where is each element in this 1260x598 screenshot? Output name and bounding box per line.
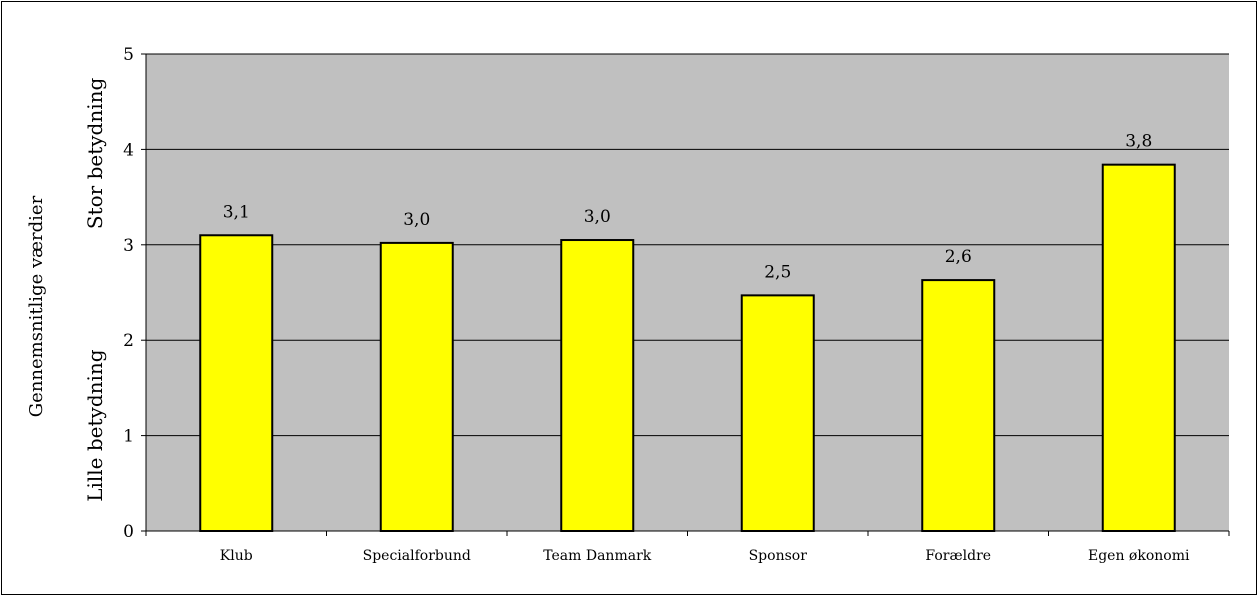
x-tick-label: Team Danmark bbox=[543, 548, 652, 564]
data-label: 3,8 bbox=[1125, 132, 1152, 152]
bar bbox=[921, 279, 996, 532]
y-tick-label: 4 bbox=[123, 140, 134, 160]
y-tick-label: 5 bbox=[123, 45, 134, 65]
bars bbox=[199, 163, 1176, 532]
y-axis-label: Gennemsnitlige værdier bbox=[26, 195, 47, 417]
data-label: 2,5 bbox=[764, 262, 791, 282]
data-label: 3,0 bbox=[584, 207, 611, 227]
bar bbox=[560, 239, 635, 532]
x-tick-label: Egen økonomi bbox=[1088, 548, 1190, 564]
x-tick-label: Klub bbox=[220, 548, 253, 564]
x-tick-label: Forældre bbox=[925, 548, 991, 564]
axes bbox=[141, 53, 1230, 536]
y-tick-label: 3 bbox=[123, 236, 134, 256]
bar bbox=[740, 294, 815, 532]
y-tick-label: 2 bbox=[123, 331, 134, 351]
gridlines bbox=[146, 53, 1229, 437]
y-annotation-high: Stor betydning bbox=[83, 77, 107, 229]
bar bbox=[1101, 163, 1176, 532]
bar bbox=[199, 234, 274, 532]
data-label: 3,0 bbox=[403, 210, 430, 230]
y-annotation-low: Lille betydning bbox=[83, 349, 107, 502]
bar bbox=[379, 241, 454, 532]
labels: 0 1 2 3 4 5 3,1 Klub 3,0 Specialforbund 3,0 Team Da… bbox=[123, 45, 1190, 564]
y-tick-label: 0 bbox=[123, 522, 134, 542]
y-tick-label: 1 bbox=[123, 427, 134, 447]
x-tick-label: Specialforbund bbox=[363, 548, 471, 564]
data-label: 2,6 bbox=[945, 247, 972, 267]
x-tick-label: Sponsor bbox=[749, 548, 808, 564]
plot-area bbox=[146, 54, 1229, 531]
data-label: 3,1 bbox=[223, 202, 250, 222]
